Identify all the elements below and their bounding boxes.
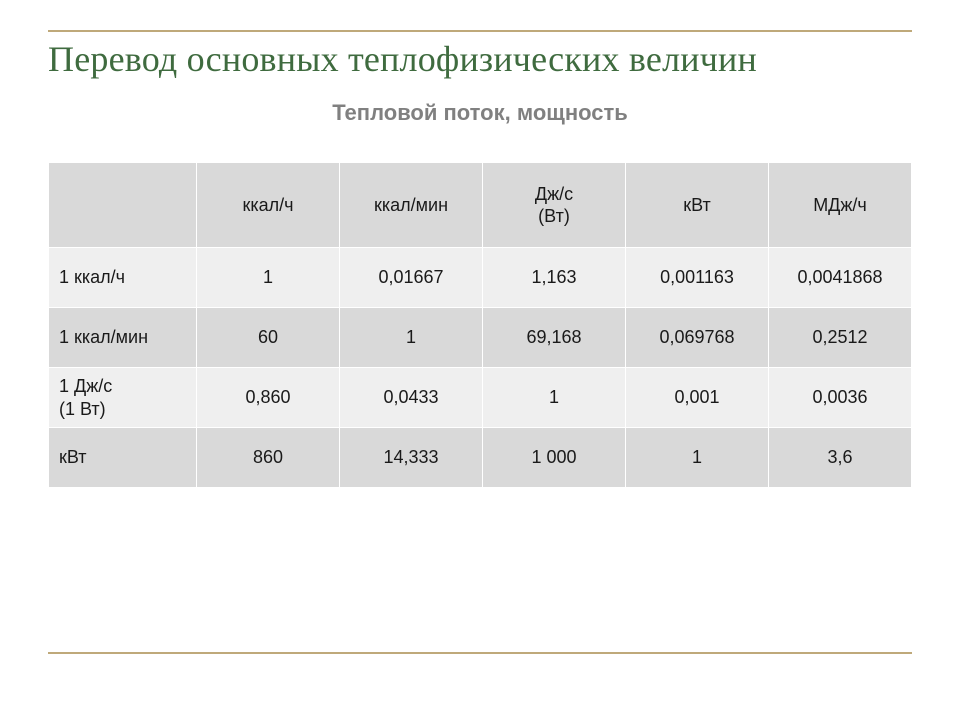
header-mj-h: МДж/ч — [769, 163, 912, 248]
cell: 3,6 — [769, 428, 912, 488]
cell: 1 — [340, 308, 483, 368]
cell: 60 — [197, 308, 340, 368]
rule-top — [48, 30, 912, 32]
row-label: 1 Дж/с(1 Вт) — [49, 368, 197, 428]
cell: 14,333 — [340, 428, 483, 488]
cell: 69,168 — [483, 308, 626, 368]
cell: 0,0036 — [769, 368, 912, 428]
cell: 0,001163 — [626, 248, 769, 308]
cell: 0,001 — [626, 368, 769, 428]
cell: 0,069768 — [626, 308, 769, 368]
header-j-s: Дж/с(Вт) — [483, 163, 626, 248]
header-kcal-min: ккал/мин — [340, 163, 483, 248]
table-row: 1 ккал/мин 60 1 69,168 0,069768 0,2512 — [49, 308, 912, 368]
conversion-table: ккал/ч ккал/мин Дж/с(Вт) кВт МДж/ч 1 кка… — [48, 162, 912, 488]
cell: 1,163 — [483, 248, 626, 308]
cell: 0,0041868 — [769, 248, 912, 308]
header-blank — [49, 163, 197, 248]
cell: 1 — [483, 368, 626, 428]
cell: 0,0433 — [340, 368, 483, 428]
header-kw: кВт — [626, 163, 769, 248]
rule-bottom — [48, 652, 912, 654]
slide-title: Перевод основных теплофизических величин — [48, 38, 912, 80]
header-kcal-h: ккал/ч — [197, 163, 340, 248]
cell: 0,01667 — [340, 248, 483, 308]
table-row: кВт 860 14,333 1 000 1 3,6 — [49, 428, 912, 488]
slide-subtitle: Тепловой поток, мощность — [48, 100, 912, 126]
table-row: 1 Дж/с(1 Вт) 0,860 0,0433 1 0,001 0,0036 — [49, 368, 912, 428]
table-row: 1 ккал/ч 1 0,01667 1,163 0,001163 0,0041… — [49, 248, 912, 308]
cell: 1 000 — [483, 428, 626, 488]
row-label: кВт — [49, 428, 197, 488]
cell: 0,2512 — [769, 308, 912, 368]
slide: Перевод основных теплофизических величин… — [0, 0, 960, 720]
cell: 0,860 — [197, 368, 340, 428]
row-label: 1 ккал/ч — [49, 248, 197, 308]
cell: 1 — [626, 428, 769, 488]
row-label: 1 ккал/мин — [49, 308, 197, 368]
cell: 860 — [197, 428, 340, 488]
cell: 1 — [197, 248, 340, 308]
table-header-row: ккал/ч ккал/мин Дж/с(Вт) кВт МДж/ч — [49, 163, 912, 248]
